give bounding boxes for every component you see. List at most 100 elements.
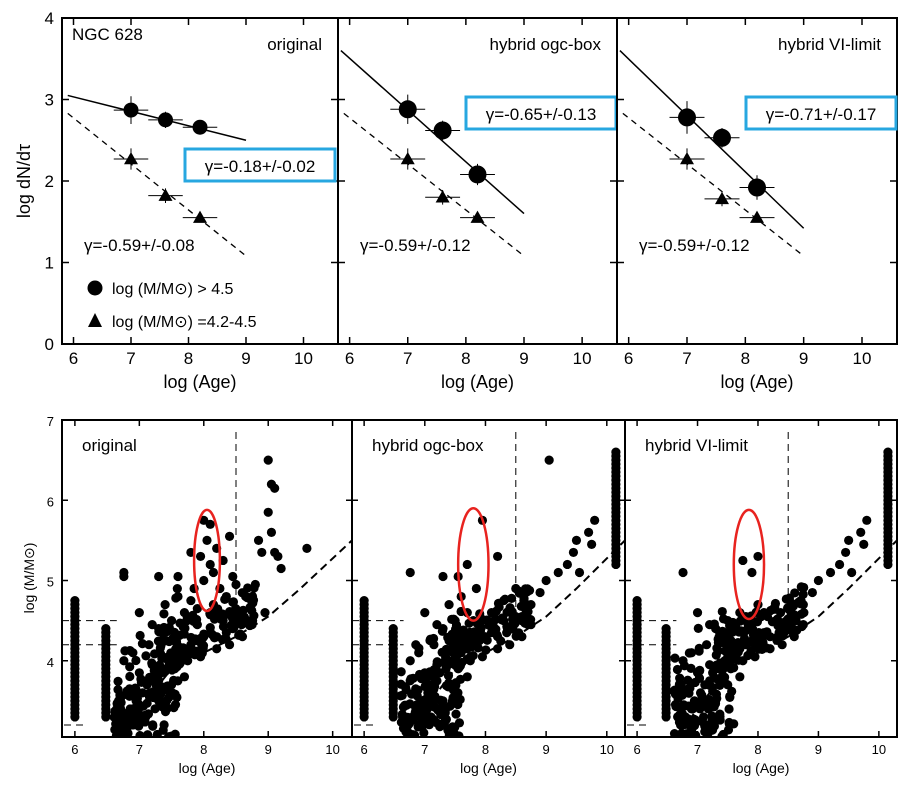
data-point [738,656,748,666]
x-tick-label: 7 [694,742,701,757]
data-point [441,714,451,725]
y-axis-label-bottom: log (M/M⊙) [21,543,37,614]
data-point [444,599,454,610]
data-point [359,595,369,606]
data-point [186,595,196,606]
data-point [411,640,421,650]
data-point [247,620,257,630]
data-point [263,507,273,517]
gamma-highlight-box [744,95,898,131]
data-point [750,652,760,662]
data-point [683,684,694,694]
x-tick-label: 9 [799,349,808,368]
data-point [686,648,697,658]
data-point [133,710,143,720]
data-point [526,599,536,610]
data-point [517,632,527,642]
data-point [847,567,857,578]
data-point [150,704,160,714]
data-point [419,728,429,737]
x-tick-label: 10 [853,349,872,368]
fit-line-massive [340,50,525,215]
data-point [765,632,775,642]
y-tick-label: 1 [45,254,54,273]
data-point [432,676,442,686]
data-point [825,567,836,578]
data-point [116,720,126,730]
data-point [703,704,713,714]
y-tick-label: 3 [45,91,54,110]
data-point [166,616,177,626]
data-point [499,595,509,606]
data-point-circle [123,102,139,118]
data-point [759,608,769,618]
data-point-circle [158,112,173,128]
x-tick-label: 6 [345,349,354,368]
data-point [465,656,475,666]
data-point [125,684,135,694]
y-tick-label: 2 [45,172,54,191]
data-point [253,535,264,545]
x-tick-label: 7 [682,349,691,368]
data-point [172,584,182,594]
data-point [713,675,724,685]
data-point [438,696,448,706]
data-point [859,539,869,549]
data-point [747,567,757,578]
data-point [131,655,141,666]
data-point [125,662,135,672]
data-point [276,563,286,574]
data-point [124,691,135,701]
data-point [694,643,704,654]
data-point [410,730,420,737]
highlight-ellipse [192,508,222,613]
data-point [568,547,579,558]
data-point [128,704,138,714]
data-point [705,676,715,686]
data-point [505,640,515,650]
data-point [183,656,193,666]
data-point [678,567,688,578]
data-point [135,630,145,641]
data-point [411,684,421,694]
data-point [702,640,712,650]
data-point [493,632,503,642]
gamma-highlight-text: γ=-0.18+/-0.02 [205,157,316,176]
data-point [450,680,460,690]
x-tick-label: 10 [573,349,592,368]
data-point [148,720,158,730]
data-point [405,567,415,578]
panel-frame [624,419,898,738]
x-tick-label: 8 [741,349,750,368]
data-point-triangle [124,151,138,165]
data-point [712,643,722,653]
data-point [154,696,164,706]
data-point [798,599,808,610]
data-point [780,624,790,634]
data-point [717,636,727,646]
gamma-low-mass-text: γ=-0.59+/-0.12 [360,236,471,255]
data-point [198,641,209,651]
data-point [735,672,745,682]
data-point [454,731,464,737]
data-point [302,543,312,554]
data-point [753,551,763,562]
x-tick-label: 9 [815,742,822,757]
data-point [481,645,491,655]
data-point [714,664,724,674]
data-point [632,595,642,606]
data-point [723,680,733,690]
data-point [765,644,775,654]
data-point [157,664,167,674]
data-point [152,729,162,737]
panel-title: original [82,436,137,455]
data-point [798,620,808,630]
panel-3: 6 7 8 9 10 4 5 6 7 log (Age) original [47,414,353,776]
data-point [135,731,145,737]
data-point [237,612,248,622]
data-point [587,539,597,549]
data-point [493,644,503,654]
data-point [423,688,433,698]
data-point [160,636,170,646]
data-point [705,620,715,630]
